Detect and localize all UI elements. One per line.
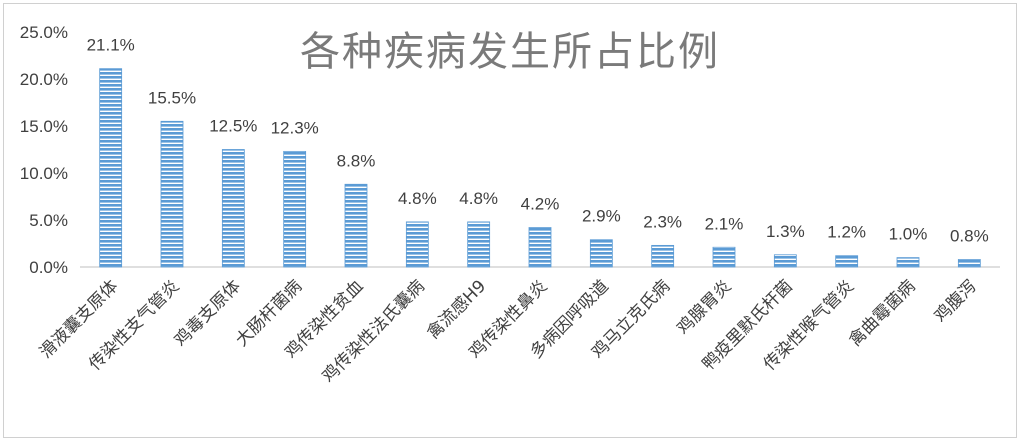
data-label: 4.8% <box>398 189 437 208</box>
data-label: 2.9% <box>582 207 621 226</box>
y-tick-label: 20.0% <box>20 70 68 89</box>
bar <box>957 259 981 268</box>
data-label: 0.8% <box>950 226 989 245</box>
bar <box>528 227 552 268</box>
bar <box>589 239 613 268</box>
x-tick-label: 鸡传染性法氏囊病 <box>319 276 429 386</box>
data-label: 4.8% <box>459 189 498 208</box>
bar <box>221 149 245 268</box>
x-tick-label: 鸡腺胃炎 <box>673 276 735 338</box>
bar <box>99 68 123 268</box>
x-tick-label: 禽曲霉菌病 <box>845 276 919 350</box>
bar <box>651 244 675 268</box>
bar <box>160 120 184 268</box>
data-label: 2.1% <box>705 214 744 233</box>
x-axis: 滑液囊支原体传染性支气管炎鸡毒支原体大肠杆菌病鸡传染性贫血鸡传染性法氏囊病禽流感… <box>36 276 981 386</box>
data-label: 1.0% <box>889 225 928 244</box>
data-label: 8.8% <box>337 151 376 170</box>
data-label: 1.3% <box>766 222 805 241</box>
bar <box>467 221 491 268</box>
bar <box>896 257 920 268</box>
data-label: 1.2% <box>827 223 866 242</box>
y-axis: 0.0% 5.0% 10.0% 15.0% 20.0% 25.0% <box>20 23 68 277</box>
y-tick-label: 10.0% <box>20 164 68 183</box>
chart-title: 各种疾病发生所占比例 <box>300 29 720 75</box>
bars <box>99 68 981 268</box>
y-tick-label: 5.0% <box>29 211 68 230</box>
data-label: 12.5% <box>209 117 257 136</box>
bar <box>405 221 429 268</box>
data-label: 21.1% <box>87 36 135 55</box>
data-label: 15.5% <box>148 88 196 107</box>
data-label: 2.3% <box>643 212 682 231</box>
bar <box>344 183 368 268</box>
x-tick-label: 鸡腹泻 <box>931 276 981 326</box>
bar <box>712 246 736 268</box>
y-tick-label: 15.0% <box>20 117 68 136</box>
data-label: 12.3% <box>271 118 319 137</box>
bar <box>835 255 859 268</box>
y-tick-label: 25.0% <box>20 23 68 42</box>
data-label: 4.2% <box>521 195 560 214</box>
bar <box>283 150 307 268</box>
y-tick-label: 0.0% <box>29 258 68 277</box>
data-labels: 21.1% 15.5% 12.5% 12.3% 8.8% 4.8% 4.8% 4.2% 2.9%… <box>87 36 989 246</box>
bar <box>773 254 797 268</box>
